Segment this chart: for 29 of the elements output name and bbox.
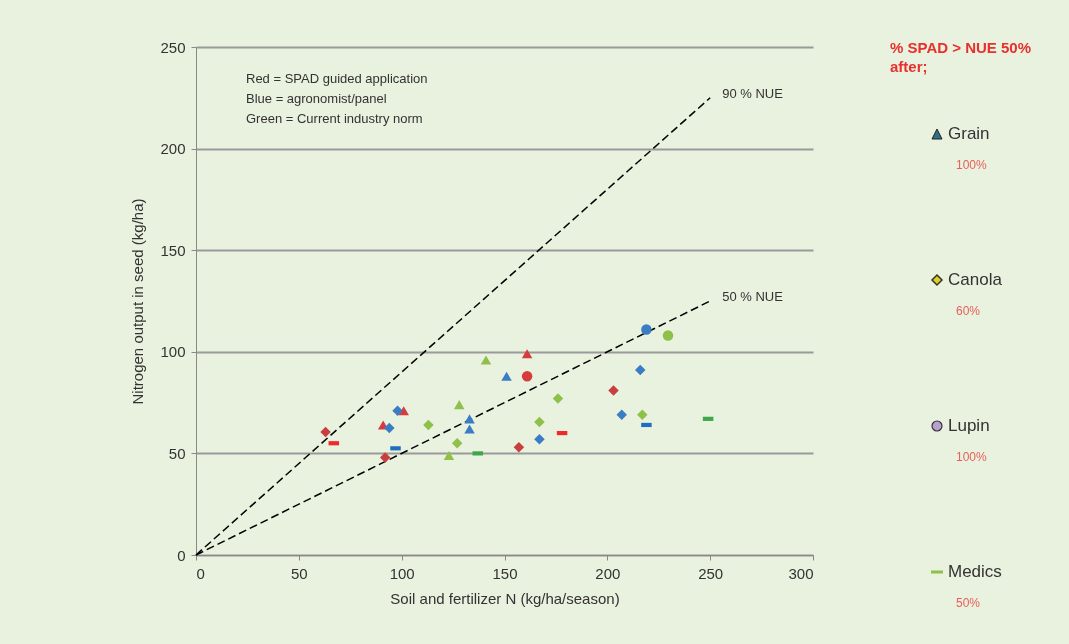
y-tick-label: 100 — [160, 343, 186, 361]
x-tick-label: 250 — [698, 564, 724, 582]
series-label: 50 % NUE — [722, 289, 784, 304]
x-tick-label: 200 — [595, 564, 621, 582]
text: Lupin — [948, 416, 990, 436]
x-tick-label: 150 — [492, 564, 518, 582]
text: 100% — [956, 158, 988, 172]
x-axis-title: Soil and fertilizer N (kg/ha/season) — [390, 589, 620, 607]
x-tick-label: 0 — [196, 564, 205, 582]
x-tick-label: 50 — [290, 564, 308, 582]
text: Grain — [948, 124, 990, 144]
annotation: Green = Current industry norm — [246, 111, 423, 126]
x-tick-label: 300 — [788, 564, 814, 582]
text: 50% — [956, 596, 982, 610]
y-tick-label: 250 — [160, 38, 186, 56]
y-tick-label: 200 — [160, 140, 186, 158]
annotation: Red = SPAD guided application — [246, 71, 428, 86]
text: Medics — [948, 562, 1002, 582]
x-tick-label: 100 — [389, 564, 415, 582]
y-tick-label: 50 — [168, 444, 186, 462]
series-label: 90 % NUE — [722, 85, 784, 101]
y-tick-label: 150 — [160, 241, 186, 259]
text: 60% — [956, 304, 982, 318]
text: % SPAD > NUE 50% after; — [890, 38, 1033, 76]
y-axis-title: Nitrogen output in seed (kg/ha) — [129, 198, 147, 405]
y-tick-label: 0 — [177, 546, 186, 564]
text: Canola — [948, 270, 1002, 290]
annotation: Blue = agronomist/panel — [246, 91, 387, 106]
text: 100% — [956, 450, 988, 464]
